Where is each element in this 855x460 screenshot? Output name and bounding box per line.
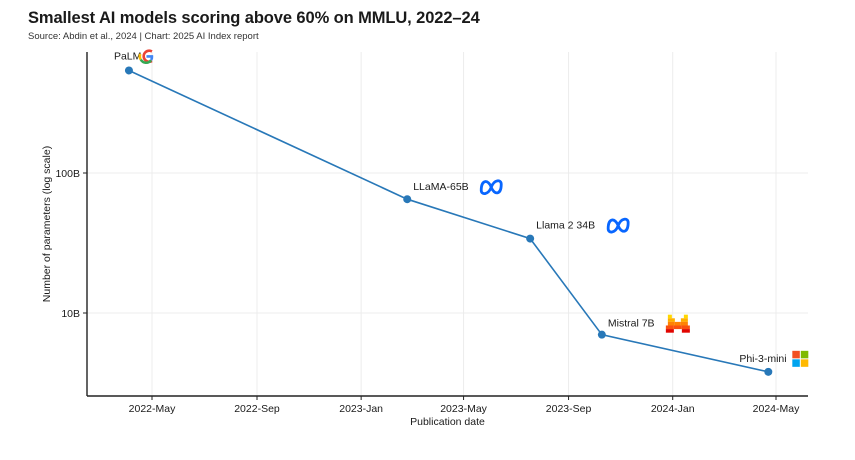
y-tick-label: 10B bbox=[61, 308, 80, 320]
x-tick-label: 2022-May bbox=[129, 403, 176, 415]
x-tick-label: 2024-Jan bbox=[651, 403, 695, 415]
chart-subtitle: Source: Abdin et al., 2024 | Chart: 2025… bbox=[28, 31, 259, 42]
mistral-icon bbox=[665, 314, 690, 333]
microsoft-icon bbox=[792, 350, 809, 367]
mistral-icon-block bbox=[680, 321, 688, 326]
mistral-icon-block bbox=[681, 329, 690, 333]
mistral-icon-block bbox=[665, 325, 674, 330]
google-icon-left bbox=[138, 53, 142, 61]
mistral-icon-block bbox=[667, 321, 675, 326]
google-icon-bottom bbox=[139, 58, 153, 65]
data-point-mistral-7b bbox=[597, 330, 606, 339]
point-label: Mistral 7B bbox=[608, 318, 655, 330]
data-point-llama-2-34b bbox=[526, 234, 535, 243]
series-parameters bbox=[124, 66, 773, 376]
data-point-llama-65b bbox=[403, 195, 412, 204]
x-tick-label: 2023-Sep bbox=[546, 403, 592, 415]
mistral-icon-block bbox=[667, 314, 672, 319]
point-label: LLaMA-65B bbox=[413, 181, 468, 193]
point-label: Llama 2 34B bbox=[536, 220, 595, 232]
mistral-icon-block bbox=[667, 318, 675, 322]
x-tick-label: 2023-May bbox=[440, 403, 487, 415]
google-icon-bar bbox=[146, 55, 154, 61]
y-tick-label: 100B bbox=[55, 168, 80, 180]
meta-icon-loop bbox=[606, 217, 630, 234]
meta-icon-loop bbox=[479, 179, 503, 195]
data-point-palm bbox=[124, 66, 133, 75]
microsoft-icon-red bbox=[792, 350, 800, 359]
mistral-icon-block bbox=[681, 325, 690, 330]
point-labels: PaLM LLaMA-65B Llama 2 34B Mistral 7B Phi-3-… bbox=[114, 49, 809, 367]
x-tick-label: 2024-May bbox=[753, 403, 800, 415]
mistral-icon-block bbox=[673, 325, 682, 330]
mistral-icon-block bbox=[674, 321, 681, 326]
mistral-icon-block bbox=[680, 318, 688, 322]
microsoft-icon-green bbox=[800, 350, 809, 359]
meta-icon bbox=[606, 217, 630, 234]
x-tick-label: 2023-Jan bbox=[339, 403, 383, 415]
point-label: Phi-3-mini bbox=[739, 353, 786, 365]
y-axis-title: Number of parameters (log scale) bbox=[41, 146, 53, 302]
mistral-icon-block bbox=[683, 314, 688, 319]
google-icon bbox=[138, 49, 154, 65]
x-axis-title: Publication date bbox=[410, 416, 485, 428]
microsoft-icon-yellow bbox=[800, 359, 809, 367]
meta-icon bbox=[479, 179, 503, 195]
microsoft-icon-blue bbox=[792, 359, 800, 367]
grid bbox=[87, 52, 808, 396]
axes: 2022-May 2022-Sep 2023-Jan 2023-May 2023-Sep… bbox=[41, 52, 808, 428]
point-label: PaLM bbox=[114, 50, 141, 62]
chart-title: Smallest AI models scoring above 60% on … bbox=[28, 9, 480, 27]
mistral-icon-block bbox=[665, 329, 674, 333]
data-point-phi-3-mini bbox=[764, 367, 773, 376]
x-tick-label: 2022-Sep bbox=[234, 403, 280, 415]
